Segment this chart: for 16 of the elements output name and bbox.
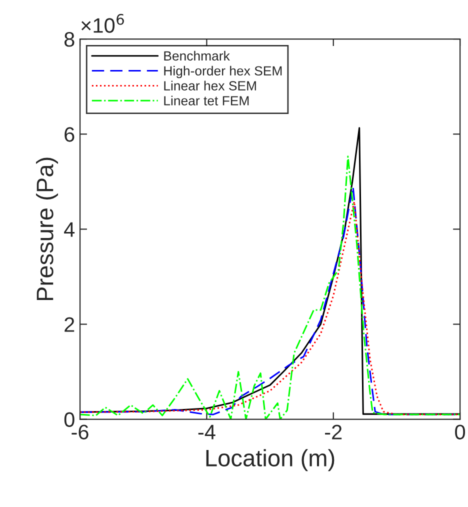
text: ×10$^{6}$: [81, 14, 124, 33]
y-tick-label: 4: [64, 222, 75, 237]
x-tick-label: -6: [72, 424, 88, 440]
x-tick-label: -2: [325, 424, 342, 440]
y-tick-label: 6: [64, 127, 74, 142]
legend-label: High-order hex SEM: [164, 66, 282, 78]
y-axis-title: Pressure (Pa): [36, 158, 58, 300]
y-tick-label: 0: [64, 412, 74, 428]
legend-label: Linear hex SEM: [164, 80, 256, 90]
y-tick-label: 2: [64, 317, 74, 332]
x-tick-label: 0: [455, 424, 466, 440]
legend-label: Benchmark: [164, 50, 230, 61]
y-tick-label: 8: [64, 32, 74, 47]
x-axis-title: Location (m): [206, 449, 334, 472]
legend-label: Linear tet FEM: [164, 96, 249, 106]
x-tick-label: -4: [198, 424, 216, 440]
